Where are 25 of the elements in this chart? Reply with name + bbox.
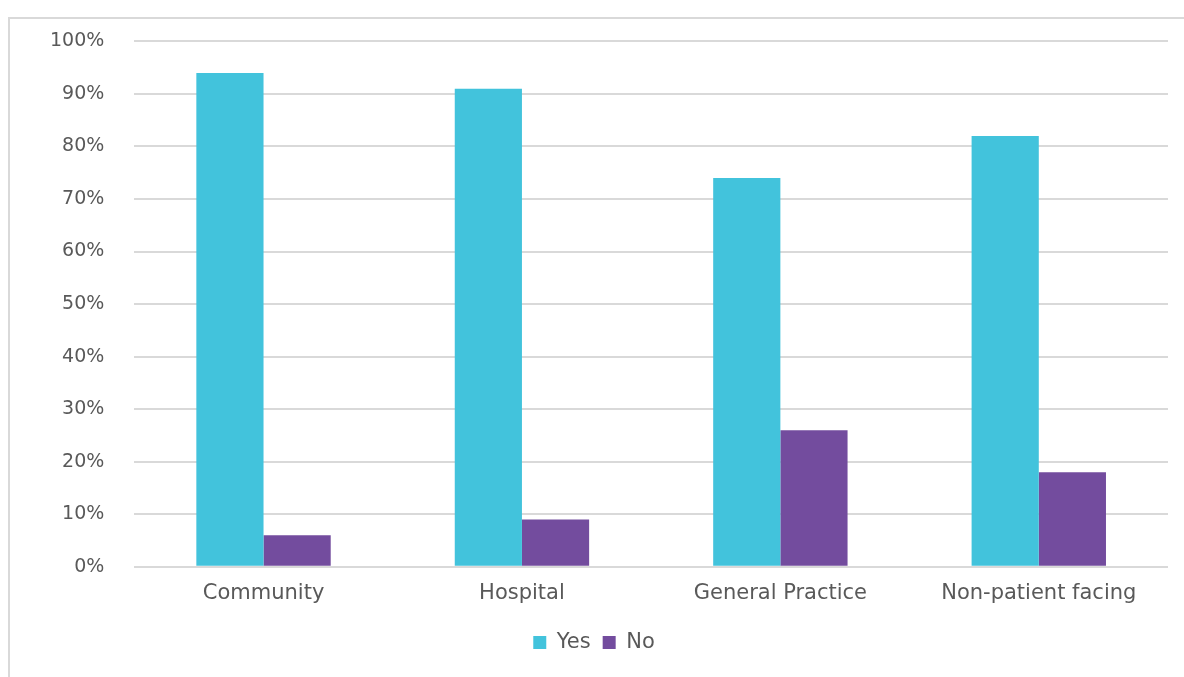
y-tick-label: 80%: [62, 133, 105, 156]
x-tick-label: General Practice: [693, 579, 868, 604]
y-tick-label: 0%: [74, 553, 105, 576]
y-tick-label: 50%: [62, 291, 105, 314]
bar: [263, 535, 331, 566]
x-tick-label: Hospital: [479, 579, 565, 604]
y-tick-label: 10%: [62, 501, 105, 524]
y-tick-label: 20%: [62, 448, 105, 471]
y-tick-label: 100%: [49, 28, 105, 51]
y-tick-label: 30%: [62, 396, 105, 419]
y-tick-label: 90%: [62, 80, 105, 103]
y-tick-label: 40%: [62, 343, 105, 366]
legend-label: Yes: [555, 628, 591, 653]
bar: [780, 430, 848, 566]
x-tick-label: Non-patient facing: [941, 579, 1137, 604]
x-tick-label: Community: [202, 579, 325, 604]
y-tick-label: 60%: [62, 238, 105, 261]
bar: [1038, 472, 1106, 566]
bar: [713, 178, 781, 566]
bar: [454, 88, 522, 566]
bar: [521, 519, 590, 566]
bar: [971, 135, 1039, 566]
y-tick-label: 70%: [62, 185, 105, 208]
bar: [196, 72, 264, 566]
legend-label: No: [626, 628, 655, 653]
